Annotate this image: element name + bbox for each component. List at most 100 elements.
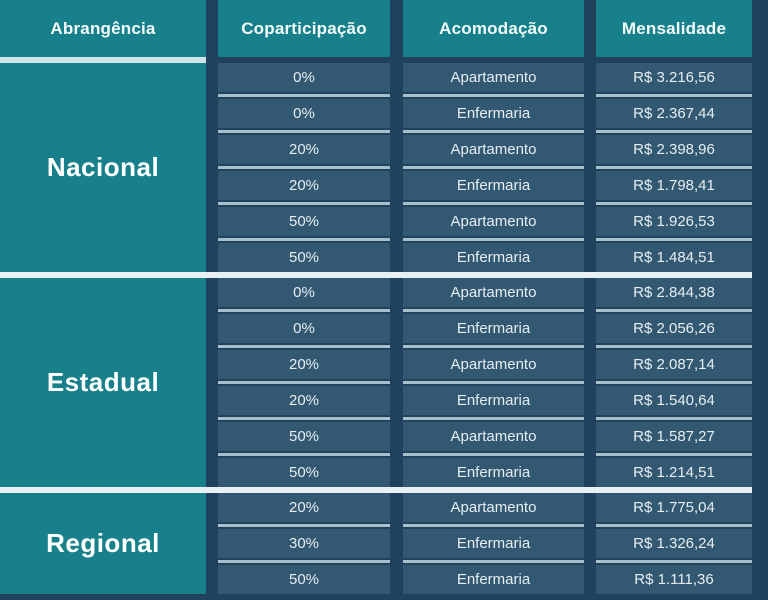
row-divider <box>596 200 752 207</box>
column-header-acomodacao: Acomodação <box>403 0 584 57</box>
copay-cell: 50% <box>218 207 390 236</box>
row-divider <box>596 236 752 243</box>
price-cell: R$ 1.926,53 <box>596 207 752 236</box>
price-cell: R$ 2.056,26 <box>596 314 752 343</box>
room-cell: Apartamento <box>403 63 584 92</box>
row-divider <box>596 415 752 422</box>
row-divider <box>403 200 584 207</box>
section-divider <box>0 272 752 278</box>
row-divider <box>403 522 584 529</box>
section-label-nacional: Nacional <box>0 63 206 272</box>
row-divider <box>218 128 390 135</box>
price-cell: R$ 3.216,56 <box>596 63 752 92</box>
row-divider <box>596 379 752 386</box>
column-abrangencia: Nacional Estadual Regional <box>0 63 206 594</box>
copay-cell: 20% <box>218 135 390 164</box>
row-divider <box>218 379 390 386</box>
copay-cell: 20% <box>218 350 390 379</box>
row-divider <box>403 307 584 314</box>
row-divider <box>403 128 584 135</box>
price-cell: R$ 1.587,27 <box>596 422 752 451</box>
room-cell: Apartamento <box>403 207 584 236</box>
row-divider <box>218 522 390 529</box>
row-divider <box>596 164 752 171</box>
room-cell: Enfermaria <box>403 99 584 128</box>
copay-cell: 20% <box>218 171 390 200</box>
room-cell: Enfermaria <box>403 386 584 415</box>
row-divider <box>403 451 584 458</box>
room-cell: Enfermaria <box>403 529 584 558</box>
copay-cell: 0% <box>218 99 390 128</box>
room-cell: Apartamento <box>403 493 584 522</box>
row-divider <box>596 451 752 458</box>
column-mensalidade: R$ 3.216,56 R$ 2.367,44 R$ 2.398,96 R$ 1… <box>596 63 752 594</box>
column-gap <box>206 0 218 57</box>
copay-cell: 0% <box>218 63 390 92</box>
header-underline <box>0 57 206 63</box>
row-divider <box>403 164 584 171</box>
row-divider <box>596 343 752 350</box>
column-gap <box>206 63 218 594</box>
row-divider <box>596 128 752 135</box>
copay-cell: 50% <box>218 458 390 487</box>
table-body: Nacional Estadual Regional 0% 0% 20% 20%… <box>0 63 768 594</box>
room-cell: Enfermaria <box>403 458 584 487</box>
room-cell: Apartamento <box>403 135 584 164</box>
copay-cell: 30% <box>218 529 390 558</box>
room-cell: Enfermaria <box>403 171 584 200</box>
column-header-abrangencia: Abrangência <box>0 0 206 57</box>
column-gap <box>390 63 403 594</box>
row-divider <box>596 522 752 529</box>
row-divider <box>218 558 390 565</box>
room-cell: Enfermaria <box>403 565 584 594</box>
price-cell: R$ 1.798,41 <box>596 171 752 200</box>
copay-cell: 20% <box>218 386 390 415</box>
header-row: Abrangência Coparticipação Acomodação Me… <box>0 0 768 57</box>
row-divider <box>218 200 390 207</box>
section-label-estadual: Estadual <box>0 278 206 487</box>
room-cell: Enfermaria <box>403 243 584 272</box>
row-divider <box>218 236 390 243</box>
row-divider <box>596 558 752 565</box>
row-divider <box>218 307 390 314</box>
price-cell: R$ 1.484,51 <box>596 243 752 272</box>
section-divider <box>0 487 752 493</box>
room-cell: Apartamento <box>403 422 584 451</box>
row-divider <box>218 92 390 99</box>
price-cell: R$ 2.087,14 <box>596 350 752 379</box>
price-cell: R$ 2.367,44 <box>596 99 752 128</box>
column-acomodacao: Apartamento Enfermaria Apartamento Enfer… <box>403 63 584 594</box>
copay-cell: 0% <box>218 278 390 307</box>
copay-cell: 0% <box>218 314 390 343</box>
column-gap <box>584 63 596 594</box>
row-divider <box>403 415 584 422</box>
copay-cell: 50% <box>218 243 390 272</box>
row-divider <box>218 451 390 458</box>
copay-cell: 50% <box>218 565 390 594</box>
room-cell: Apartamento <box>403 350 584 379</box>
row-divider <box>596 307 752 314</box>
column-header-coparticipacao: Coparticipação <box>218 0 390 57</box>
room-cell: Apartamento <box>403 278 584 307</box>
copay-cell: 20% <box>218 493 390 522</box>
price-cell: R$ 1.111,36 <box>596 565 752 594</box>
row-divider <box>403 379 584 386</box>
column-gap <box>584 0 596 57</box>
header-underline-row <box>0 57 768 63</box>
price-cell: R$ 2.398,96 <box>596 135 752 164</box>
price-cell: R$ 2.844,38 <box>596 278 752 307</box>
room-cell: Enfermaria <box>403 314 584 343</box>
row-divider <box>218 415 390 422</box>
column-coparticipacao: 0% 0% 20% 20% 50% 50% 0% 0% 20% 20% 50% … <box>218 63 390 594</box>
row-divider <box>218 164 390 171</box>
copay-cell: 50% <box>218 422 390 451</box>
price-cell: R$ 1.214,51 <box>596 458 752 487</box>
row-divider <box>403 343 584 350</box>
row-divider <box>403 92 584 99</box>
row-divider <box>596 92 752 99</box>
price-cell: R$ 1.326,24 <box>596 529 752 558</box>
price-cell: R$ 1.540,64 <box>596 386 752 415</box>
column-header-mensalidade: Mensalidade <box>596 0 752 57</box>
row-divider <box>403 236 584 243</box>
